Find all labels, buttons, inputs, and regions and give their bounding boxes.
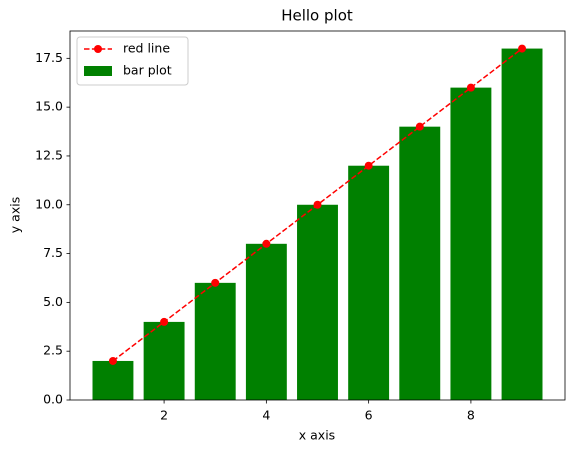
bar	[348, 165, 390, 400]
y-tick-label: 15.0	[35, 99, 63, 114]
bar	[399, 126, 441, 401]
y-tick-label: 2.5	[43, 343, 63, 358]
y-tick-label: 12.5	[35, 147, 63, 162]
bar	[501, 48, 543, 400]
marker	[108, 356, 117, 365]
x-tick-label: 8	[467, 408, 475, 423]
marker	[415, 122, 424, 131]
x-axis-label: x axis	[299, 428, 335, 443]
legend-label: red line	[123, 41, 170, 56]
y-tick-label: 17.5	[35, 50, 63, 65]
y-tick-label: 7.5	[43, 245, 63, 260]
x-tick-label: 4	[262, 408, 270, 423]
marker	[211, 278, 220, 287]
y-tick-label: 0.0	[43, 392, 63, 407]
x-tick-label: 6	[365, 408, 373, 423]
marker	[313, 200, 322, 209]
marker	[262, 239, 271, 248]
legend-swatch	[84, 66, 112, 76]
x-tick-label: 2	[160, 408, 168, 423]
legend-marker	[94, 45, 102, 53]
bar	[297, 204, 338, 400]
y-axis-label: y axis	[8, 197, 23, 233]
bar	[92, 360, 134, 400]
marker	[364, 161, 373, 170]
bar	[143, 321, 185, 400]
plot-frame	[69, 30, 566, 401]
y-tick-label: 10.0	[35, 196, 63, 211]
marker	[466, 83, 475, 92]
bar	[194, 282, 236, 400]
marker	[518, 44, 527, 53]
marker	[160, 317, 169, 326]
chart-title: Hello plot	[281, 7, 353, 25]
y-tick-label: 5.0	[43, 294, 63, 309]
bar	[450, 87, 492, 400]
bar	[245, 243, 287, 400]
legend-label: bar plot	[123, 63, 172, 78]
